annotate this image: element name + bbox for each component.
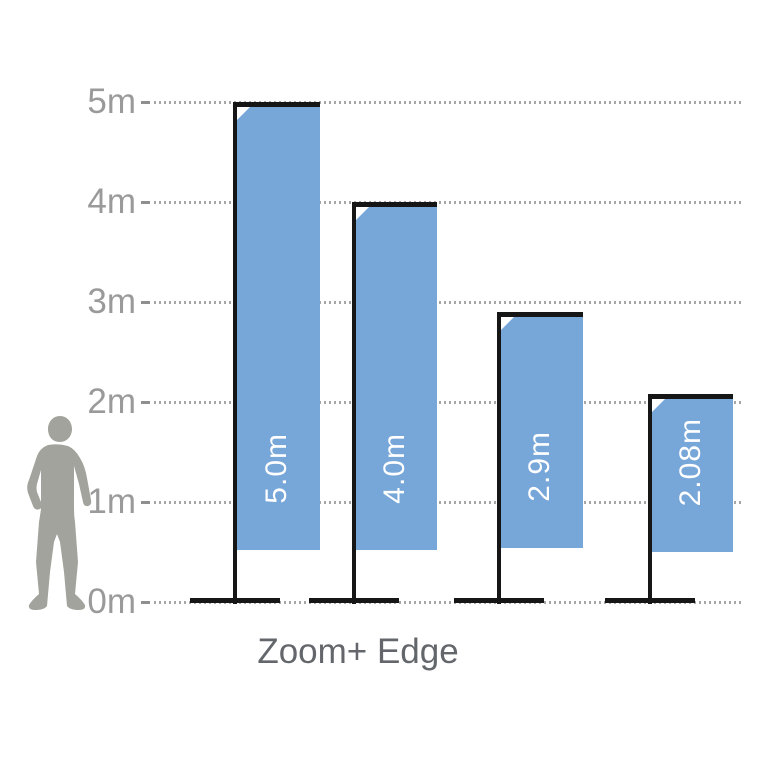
axis-tick-label: 1m bbox=[87, 482, 136, 521]
axis-tick-label: 5m bbox=[87, 82, 136, 121]
flag-banner bbox=[497, 312, 583, 548]
flag-pole bbox=[497, 312, 501, 604]
axis-tick-mark bbox=[141, 301, 150, 304]
flag-size-label: 5.0m bbox=[233, 102, 320, 504]
flag-pole bbox=[352, 202, 356, 604]
axis-tick-label: 3m bbox=[87, 282, 136, 321]
flag-size-label-text: 4.0m bbox=[377, 433, 411, 504]
axis-tick-label: 2m bbox=[87, 382, 136, 421]
flag-corner-notch bbox=[237, 107, 250, 120]
gridline-dotted bbox=[154, 101, 742, 104]
axis-tick-label: 0m bbox=[87, 582, 136, 621]
flag-size-label-text: 5.0m bbox=[259, 433, 293, 504]
flag-corner-notch bbox=[652, 399, 665, 412]
gridline-dotted bbox=[154, 601, 742, 604]
page-title: Zoom+ Edge bbox=[257, 632, 459, 671]
human-silhouette-icon bbox=[27, 416, 92, 610]
flag-size-label-text: 2.9m bbox=[523, 431, 556, 502]
gridline-dotted bbox=[154, 401, 742, 404]
flag-banner bbox=[648, 394, 733, 552]
gridline-dotted bbox=[154, 201, 742, 204]
flag-size-label: 2.08m bbox=[648, 394, 733, 506]
flag-pole bbox=[648, 394, 652, 604]
flag-top-arm bbox=[497, 312, 583, 317]
axis-tick-mark bbox=[141, 501, 150, 504]
flag-size-label: 4.0m bbox=[352, 202, 437, 504]
flag-top-arm bbox=[648, 394, 733, 399]
flag-banner bbox=[352, 202, 437, 550]
flag-pole bbox=[233, 102, 237, 604]
flag-size-label: 2.9m bbox=[497, 312, 583, 502]
axis-tick-mark bbox=[141, 601, 150, 604]
flag-corner-notch bbox=[501, 317, 514, 330]
flag-size-label-text: 2.08m bbox=[673, 417, 707, 506]
flag-banner bbox=[233, 102, 320, 550]
axis-tick-mark bbox=[141, 401, 150, 404]
axis-tick-label: 4m bbox=[87, 182, 136, 221]
axis-tick-mark bbox=[141, 201, 150, 204]
flag-top-arm bbox=[233, 102, 320, 107]
flag-top-arm bbox=[352, 202, 437, 207]
axis-tick-mark bbox=[141, 101, 150, 104]
flag-corner-notch bbox=[356, 207, 369, 220]
gridline-dotted bbox=[154, 501, 742, 504]
gridline-dotted bbox=[154, 301, 742, 304]
